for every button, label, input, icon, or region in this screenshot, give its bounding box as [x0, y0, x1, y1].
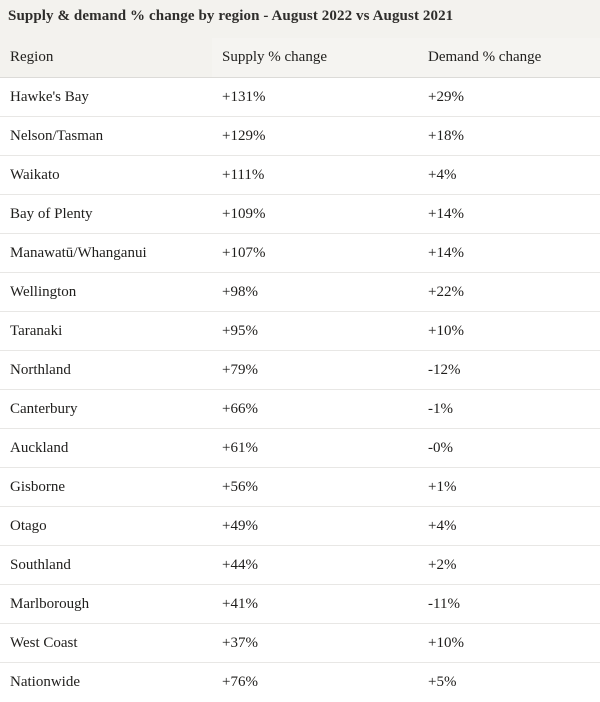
cell-supply: +61% — [222, 439, 258, 456]
cell-region: Southland — [10, 556, 71, 573]
cell-region: Taranaki — [10, 322, 63, 339]
cell-region: Nationwide — [10, 674, 80, 690]
cell-supply: +109% — [222, 205, 266, 222]
cell-supply: +66% — [222, 400, 258, 417]
cell-demand: +4% — [428, 517, 457, 534]
table-row: Southland +44% +2% — [0, 546, 600, 585]
cell-demand: +29% — [428, 88, 464, 105]
table-row: Otago +49% +4% — [0, 507, 600, 546]
column-header-demand: Demand % change — [418, 38, 600, 77]
cell-demand: +18% — [428, 127, 464, 144]
cell-demand: +14% — [428, 205, 464, 222]
table-row: West Coast +37% +10% — [0, 624, 600, 663]
cell-region: Waikato — [10, 166, 60, 183]
table-row: Wellington +98% +22% — [0, 273, 600, 312]
table-row: Auckland +61% -0% — [0, 429, 600, 468]
cell-demand: -0% — [428, 439, 453, 456]
cell-region: Hawke's Bay — [10, 88, 89, 105]
cell-region: Canterbury — [10, 400, 78, 417]
cell-supply: +129% — [222, 127, 266, 144]
cell-region: Bay of Plenty — [10, 205, 93, 222]
table-row: Manawatū/Whanganui +107% +14% — [0, 234, 600, 273]
cell-region: Otago — [10, 517, 47, 534]
cell-supply: +107% — [222, 244, 266, 261]
cell-supply: +41% — [222, 595, 258, 612]
cell-supply: +76% — [222, 674, 258, 690]
cell-demand: +2% — [428, 556, 457, 573]
cell-region: Northland — [10, 361, 71, 378]
cell-region: Marlborough — [10, 595, 90, 612]
cell-supply: +111% — [222, 166, 265, 183]
cell-region: West Coast — [10, 634, 78, 651]
table-top-section: Supply & demand % change by region - Aug… — [0, 0, 600, 78]
table-row: Marlborough +41% -11% — [0, 585, 600, 624]
cell-demand: +5% — [428, 674, 457, 690]
cell-demand: +14% — [428, 244, 464, 261]
cell-demand: -12% — [428, 361, 461, 378]
cell-demand: +1% — [428, 478, 457, 495]
page-title: Supply & demand % change by region - Aug… — [8, 8, 454, 24]
table-row: Northland +79% -12% — [0, 351, 600, 390]
table-body: Hawke's Bay +131% +29% Nelson/Tasman +129% +1… — [0, 78, 600, 702]
cell-demand: +22% — [428, 283, 464, 300]
table-row: Waikato +111% +4% — [0, 156, 600, 195]
cell-supply: +95% — [222, 322, 258, 339]
table-row: Hawke's Bay +131% +29% — [0, 78, 600, 117]
column-header-supply: Supply % change — [212, 38, 418, 77]
table-row: Gisborne +56% +1% — [0, 468, 600, 507]
cell-supply: +79% — [222, 361, 258, 378]
table-row: Bay of Plenty +109% +14% — [0, 195, 600, 234]
cell-supply: +98% — [222, 283, 258, 300]
table-header-row: Region Supply % change Demand % change — [0, 38, 600, 77]
cell-demand: -11% — [428, 595, 460, 612]
cell-supply: +37% — [222, 634, 258, 651]
cell-region: Nelson/Tasman — [10, 127, 104, 144]
cell-demand: -1% — [428, 400, 453, 417]
table-row: Taranaki +95% +10% — [0, 312, 600, 351]
cell-demand: +10% — [428, 322, 464, 339]
table-row: Canterbury +66% -1% — [0, 390, 600, 429]
cell-supply: +131% — [222, 88, 266, 105]
cell-region: Auckland — [10, 439, 69, 456]
cell-demand: +4% — [428, 166, 457, 183]
cell-region: Gisborne — [10, 478, 65, 495]
cell-supply: +44% — [222, 556, 258, 573]
table-row: Nationwide +76% +5% — [0, 663, 600, 702]
cell-demand: +10% — [428, 634, 464, 651]
cell-supply: +56% — [222, 478, 258, 495]
cell-region: Manawatū/Whanganui — [10, 244, 147, 261]
table-row: Nelson/Tasman +129% +18% — [0, 117, 600, 156]
column-header-region: Region — [10, 49, 54, 65]
cell-region: Wellington — [10, 283, 77, 300]
cell-supply: +49% — [222, 517, 258, 534]
